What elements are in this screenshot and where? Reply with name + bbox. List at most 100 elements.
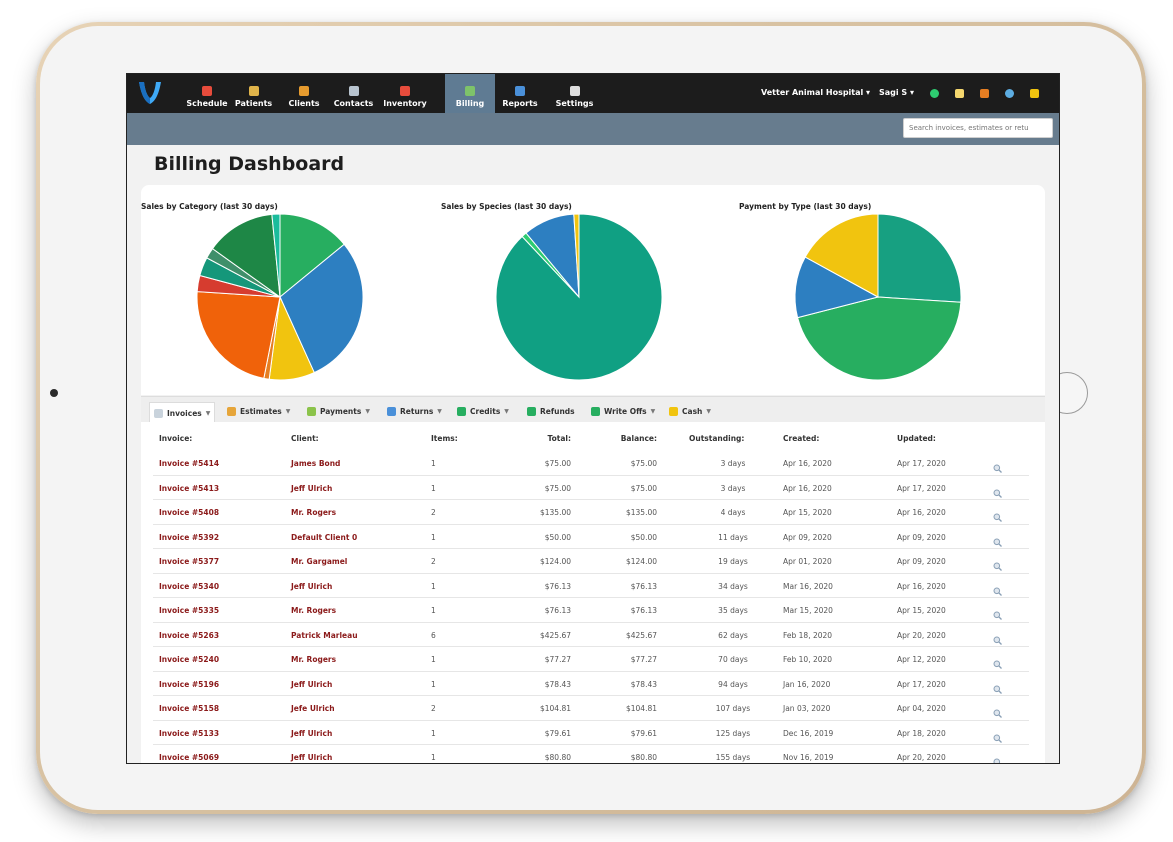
invoice-link[interactable]: Invoice #5340 (159, 581, 220, 591)
client-link[interactable]: Mr. Gargamel (291, 557, 348, 566)
help-icon[interactable] (1005, 89, 1014, 98)
magnifier-icon[interactable] (993, 703, 1002, 718)
table-row[interactable]: Invoice #5196 Jeff Ulrich 1 $78.43 $78.43 94 … (153, 672, 1029, 696)
pie-slice-1-3[interactable] (573, 213, 580, 298)
invoice-link[interactable]: Invoice #5196 (159, 679, 220, 689)
column-header[interactable]: Balance: (620, 434, 657, 443)
table-row[interactable]: Invoice #5240 Mr. Rogers 1 $77.27 $77.27 70 d… (153, 647, 1029, 672)
magnifier-icon[interactable] (993, 752, 1002, 763)
client-link[interactable]: Jeff Ulrich (291, 581, 333, 591)
invoice-link[interactable]: Invoice #5413 (159, 483, 220, 493)
chevron-down-icon[interactable]: ▼ (365, 407, 370, 415)
nav-item-patients[interactable]: Patients (231, 74, 276, 113)
nav-item-clients[interactable]: Clients (285, 74, 323, 113)
client-link[interactable]: Jeff Ulrich (291, 728, 333, 738)
column-header[interactable]: Created: (783, 434, 820, 443)
pie-slice-0-4[interactable] (196, 291, 281, 379)
column-header[interactable]: Total: (547, 434, 572, 443)
client-link[interactable]: Jeff Ulrich (291, 679, 333, 689)
chevron-down-icon[interactable]: ▼ (205, 409, 211, 417)
magnifier-icon[interactable] (993, 679, 1002, 694)
invoice-link[interactable]: Invoice #5392 (159, 532, 220, 542)
tab-refunds[interactable]: Refunds (527, 404, 575, 418)
magnifier-icon[interactable] (993, 728, 1002, 743)
client-link[interactable]: Jeff Ulrich (291, 483, 333, 493)
pie-slice-2-3[interactable] (804, 213, 879, 298)
tab-payments[interactable]: Payments ▼ (307, 404, 370, 418)
nav-item-inventory[interactable]: Inventory (380, 74, 430, 113)
invoice-link[interactable]: Invoice #5377 (159, 557, 220, 566)
tab-returns[interactable]: Returns ▼ (387, 404, 442, 418)
lock-icon[interactable] (1030, 89, 1039, 98)
table-row[interactable]: Invoice #5263 Patrick Marleau 6 $425.67 $425… (153, 623, 1029, 647)
pie-slice-0-9[interactable] (271, 213, 281, 298)
column-header[interactable]: Items: (431, 434, 458, 443)
magnifier-icon[interactable] (993, 605, 1002, 620)
magnifier-icon[interactable] (993, 507, 1002, 522)
client-link[interactable]: Jefe Ulrich (291, 704, 335, 713)
client-link[interactable]: Mr. Rogers (291, 508, 337, 517)
tab-write-offs[interactable]: Write Offs ▼ (591, 404, 655, 418)
client-link[interactable]: Mr. Rogers (291, 606, 337, 615)
pie-slice-2-1[interactable] (796, 296, 962, 381)
announcement-icon[interactable] (980, 89, 989, 98)
client-link[interactable]: Default Client 0 (291, 532, 358, 542)
nav-item-reports[interactable]: Reports (497, 74, 543, 113)
table-row[interactable]: Invoice #5133 Jeff Ulrich 1 $79.61 $79.61 125… (153, 721, 1029, 745)
table-row[interactable]: Invoice #5408 Mr. Rogers 2 $135.00 $135.00 4 … (153, 500, 1029, 525)
table-row[interactable]: Invoice #5340 Jeff Ulrich 1 $76.13 $76.13 34 … (153, 574, 1029, 598)
invoice-link[interactable]: Invoice #5263 (159, 630, 220, 640)
chevron-down-icon[interactable]: ▼ (285, 407, 291, 415)
table-row[interactable]: Invoice #5392 Default Client 0 1 $50.00 $50.… (153, 525, 1029, 549)
client-link[interactable]: Patrick Marleau (291, 630, 358, 640)
column-header[interactable]: Invoice: (159, 434, 193, 443)
invoice-link[interactable]: Invoice #5240 (159, 655, 220, 664)
magnifier-icon[interactable] (993, 458, 1002, 473)
magnifier-icon[interactable] (993, 532, 1002, 547)
table-row[interactable]: Invoice #5158 Jefe Ulrich 2 $104.81 $104.81 1… (153, 696, 1029, 721)
table-row[interactable]: Invoice #5414 James Bond 1 $75.00 $75.00 3 da… (153, 451, 1029, 476)
magnifier-icon[interactable] (993, 654, 1002, 669)
magnifier-icon[interactable] (993, 581, 1002, 596)
pie-slice-0-1[interactable] (279, 243, 364, 374)
magnifier-icon[interactable] (993, 483, 1002, 498)
pie-slice-2-0[interactable] (877, 213, 962, 303)
user-menu[interactable]: Sagi S ▾ (879, 88, 914, 97)
tab-estimates[interactable]: Estimates ▼ (227, 404, 290, 418)
hospital-selector[interactable]: Vetter Animal Hospital ▾ (761, 88, 871, 97)
chevron-down-icon[interactable]: ▼ (504, 407, 509, 415)
nav-item-billing[interactable]: Billing (445, 74, 495, 113)
pie-chart-species[interactable] (495, 213, 663, 381)
table-row[interactable]: Invoice #5377 Mr. Gargamel 2 $124.00 $124.00… (153, 549, 1029, 574)
pie-slice-0-0[interactable] (279, 213, 345, 299)
pie-slice-0-8[interactable] (211, 213, 281, 299)
magnifier-icon[interactable] (993, 556, 1002, 571)
status-online-icon[interactable] (930, 89, 939, 98)
invoice-link[interactable]: Invoice #5335 (159, 606, 220, 615)
nav-item-schedule[interactable]: Schedule (185, 74, 229, 113)
tab-invoices[interactable]: Invoices ▼ (149, 402, 216, 423)
table-row[interactable]: Invoice #5335 Mr. Rogers 1 $76.13 $76.13 35 d… (153, 598, 1029, 623)
nav-item-contacts[interactable]: Contacts (330, 74, 377, 113)
invoice-link[interactable]: Invoice #5414 (159, 459, 220, 468)
chevron-down-icon[interactable]: ▼ (650, 407, 656, 415)
notes-icon[interactable] (955, 89, 964, 98)
column-header[interactable]: Client: (291, 434, 319, 443)
pie-chart-category[interactable] (196, 213, 364, 381)
chevron-down-icon[interactable]: ▼ (706, 407, 711, 415)
tab-credits[interactable]: Credits ▼ (457, 404, 509, 418)
chevron-down-icon[interactable]: ▼ (437, 407, 442, 415)
pie-slice-1-0[interactable] (495, 213, 663, 381)
invoice-link[interactable]: Invoice #5158 (159, 704, 220, 713)
client-link[interactable]: Jeff Ulrich (291, 753, 333, 762)
table-row[interactable]: Invoice #5069 Jeff Ulrich 1 $80.80 $80.80 155… (153, 745, 1029, 763)
table-row[interactable]: Invoice #5413 Jeff Ulrich 1 $75.00 $75.00 3 d… (153, 476, 1029, 500)
pie-chart-payment[interactable] (794, 213, 962, 381)
nav-item-settings[interactable]: Settings (551, 74, 598, 113)
column-header[interactable]: Updated: (897, 434, 936, 443)
client-link[interactable]: Mr. Rogers (291, 655, 337, 664)
pie-slice-2-2[interactable] (794, 256, 880, 319)
invoice-link[interactable]: Invoice #5408 (159, 508, 220, 517)
tab-cash[interactable]: Cash ▼ (669, 404, 711, 418)
magnifier-icon[interactable] (993, 630, 1002, 645)
